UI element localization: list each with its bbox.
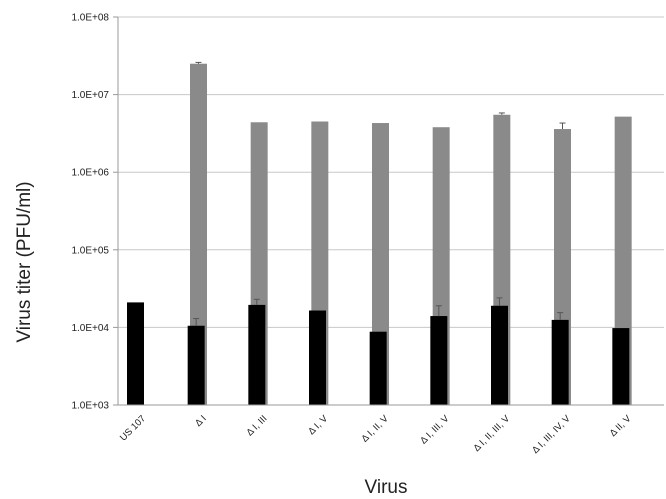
x-category-label: Δ I, III, IV, V	[530, 413, 573, 456]
y-tick-label: 1.0E+06	[71, 168, 109, 179]
bar-black	[127, 302, 144, 405]
y-axis-ticks: 1.0E+03 1.0E+04 1.0E+05 1.0E+06 1.0E+07 1.0E+…	[71, 13, 118, 412]
x-category-label: Δ I, III, V	[418, 413, 452, 447]
x-category-label: Δ II, V	[608, 413, 634, 439]
x-category-label: Δ I, III	[244, 413, 269, 438]
bar-black	[430, 316, 448, 405]
bar-black	[369, 331, 387, 405]
x-category-label: Δ I	[193, 413, 209, 429]
bar-black	[248, 304, 266, 405]
bar-black	[491, 305, 508, 405]
y-tick-label: 1.0E+07	[71, 90, 109, 101]
y-tick-label: 1.0E+04	[71, 323, 109, 334]
bar-black	[612, 328, 630, 405]
y-tick-label: 1.0E+08	[71, 13, 109, 24]
x-axis-title: Virus	[365, 477, 408, 498]
y-axis-title: Virus titer (PFU/ml)	[14, 181, 35, 342]
y-tick-label: 1.0E+05	[71, 245, 109, 256]
bar-black	[187, 325, 205, 405]
x-axis-categories: US 107 Δ I Δ I, III Δ I, V Δ I, II, V Δ I, II…	[118, 413, 634, 456]
x-category-label: Δ I, II, V	[359, 413, 391, 445]
x-category-label: Δ I, V	[306, 413, 330, 437]
y-tick-label: 1.0E+03	[71, 401, 109, 412]
x-category-label: Δ I, II, III, V	[471, 413, 512, 454]
bar-black	[551, 319, 569, 405]
bars	[127, 61, 632, 406]
x-category-label: US 107	[118, 413, 148, 443]
bar-black	[309, 310, 326, 405]
bar-grey	[190, 63, 207, 406]
